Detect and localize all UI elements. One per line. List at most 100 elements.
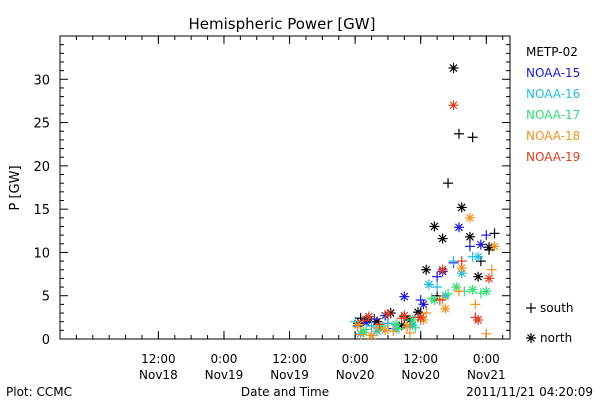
point-metp-02-north xyxy=(421,264,432,275)
point-noaa-15-south xyxy=(415,295,426,306)
x-tick-label-time: 12:00 xyxy=(403,352,438,366)
x-tick-label-date: Nov18 xyxy=(139,368,178,382)
star-d2 xyxy=(455,223,463,232)
y-tick-label: 30 xyxy=(33,73,50,88)
point-metp-02-north xyxy=(473,271,484,282)
x-axis: 12:00 Nov18 0:00 Nov19 12:00 Nov19 0:00 Nov20 12… xyxy=(59,36,506,382)
point-noaa-16-south xyxy=(366,321,377,332)
point-noaa-16-south xyxy=(382,318,393,329)
star-d2 xyxy=(457,264,466,272)
footer-timestamp: 2011/11/21 04:20:09 xyxy=(466,385,593,399)
star-d2 xyxy=(430,222,439,231)
star-d2 xyxy=(468,285,477,294)
x-tick-label-date: Nov19 xyxy=(270,368,309,382)
point-metp-02-north xyxy=(429,221,440,232)
star-d2 xyxy=(367,331,376,340)
y-tick-label: 15 xyxy=(33,203,50,218)
point-noaa-18-south xyxy=(453,286,464,297)
point-noaa-19-south xyxy=(434,295,445,306)
star-d2 xyxy=(438,265,447,274)
point-noaa-15-south xyxy=(481,230,492,241)
series-legend: METP-02 NOAA-15 NOAA-16 NOAA-17 NOAA-18 NOAA-… xyxy=(526,45,580,164)
point-noaa-15-south xyxy=(464,241,475,252)
star-d2 xyxy=(438,234,447,243)
legend-noaa-16: NOAA-16 xyxy=(526,87,580,101)
x-tick-label-time: 0:00 xyxy=(342,352,369,366)
star-d2 xyxy=(441,304,450,313)
point-noaa-19-north xyxy=(399,310,410,321)
star-d2 xyxy=(430,296,439,304)
point-noaa-18-south xyxy=(437,294,448,305)
legend-noaa-19: NOAA-19 xyxy=(526,150,580,164)
star-d2 xyxy=(476,240,485,249)
point-noaa-16-south xyxy=(432,282,443,293)
point-noaa-19-south xyxy=(456,256,467,267)
point-noaa-18-south xyxy=(470,299,481,310)
chart-title: Hemispheric Power [GW] xyxy=(189,15,376,33)
legend-noaa-18: NOAA-18 xyxy=(526,129,580,143)
point-metp-02-south xyxy=(443,178,454,189)
point-metp-02-south xyxy=(475,256,486,267)
point-noaa-19-south xyxy=(358,315,369,326)
point-metp-02-south xyxy=(453,128,464,139)
point-noaa-15-north xyxy=(399,291,410,302)
point-noaa-18-north xyxy=(489,241,500,252)
star-d2 xyxy=(527,334,535,342)
point-noaa-18-north xyxy=(380,325,391,336)
point-noaa-18-south xyxy=(421,308,432,319)
legend-plus-icon xyxy=(526,303,536,313)
point-noaa-17-south xyxy=(443,288,454,299)
y-tick-label: 0 xyxy=(42,333,50,348)
star-d2 xyxy=(422,265,431,274)
y-tick-label: 20 xyxy=(33,160,50,175)
point-noaa-17-north xyxy=(467,284,478,295)
star-d2 xyxy=(485,274,493,283)
point-noaa-18-south xyxy=(404,327,415,338)
point-noaa-17-north xyxy=(391,319,402,330)
star-d2 xyxy=(416,313,425,322)
star-d2 xyxy=(465,232,474,241)
point-noaa-19-north xyxy=(473,314,484,325)
star-d2 xyxy=(452,283,461,291)
point-noaa-18-south xyxy=(388,326,399,337)
point-noaa-18-south xyxy=(486,264,497,275)
x-tick-label-time: 0:00 xyxy=(210,352,237,366)
point-noaa-17-south xyxy=(377,321,388,332)
x-axis-label: Date and Time xyxy=(241,385,329,399)
y-tick-label: 10 xyxy=(33,246,50,261)
star-d2 xyxy=(449,101,458,110)
point-noaa-19-north xyxy=(448,100,459,111)
x-tick-label-date: Nov20 xyxy=(336,368,375,382)
point-noaa-16-north xyxy=(473,251,484,262)
point-noaa-15-north xyxy=(380,310,391,321)
point-noaa-17-north xyxy=(481,286,492,297)
point-noaa-18-north xyxy=(402,321,413,332)
star-d2 xyxy=(465,213,474,222)
point-noaa-17-north xyxy=(451,282,462,293)
x-tick-label-time: 12:00 xyxy=(272,352,307,366)
point-noaa-15-north xyxy=(418,299,429,310)
data-points xyxy=(350,63,500,341)
star-d2 xyxy=(490,242,499,251)
point-metp-02-south xyxy=(489,228,500,239)
legend-north: north xyxy=(540,331,572,345)
point-noaa-18-south xyxy=(481,328,492,339)
y-axis: 0 5 10 15 20 25 30 xyxy=(33,44,510,348)
point-noaa-17-south xyxy=(393,323,404,334)
star-d2 xyxy=(457,203,466,212)
point-noaa-19-north xyxy=(415,312,426,323)
legend-star-icon xyxy=(526,333,536,343)
point-noaa-18-south xyxy=(355,329,366,340)
x-tick-label-date: Nov21 xyxy=(467,368,506,382)
star-d2 xyxy=(400,311,409,320)
star-d2 xyxy=(364,312,373,321)
point-noaa-19-south xyxy=(374,319,385,330)
point-noaa-15-south xyxy=(432,271,443,282)
point-noaa-15-north xyxy=(453,222,464,233)
star-d2 xyxy=(482,287,491,296)
marker-legend: south north xyxy=(526,301,574,345)
point-noaa-15-north xyxy=(475,239,486,250)
x-tick-label-time: 0:00 xyxy=(473,352,500,366)
x-tick-label-time: 12:00 xyxy=(141,352,176,366)
